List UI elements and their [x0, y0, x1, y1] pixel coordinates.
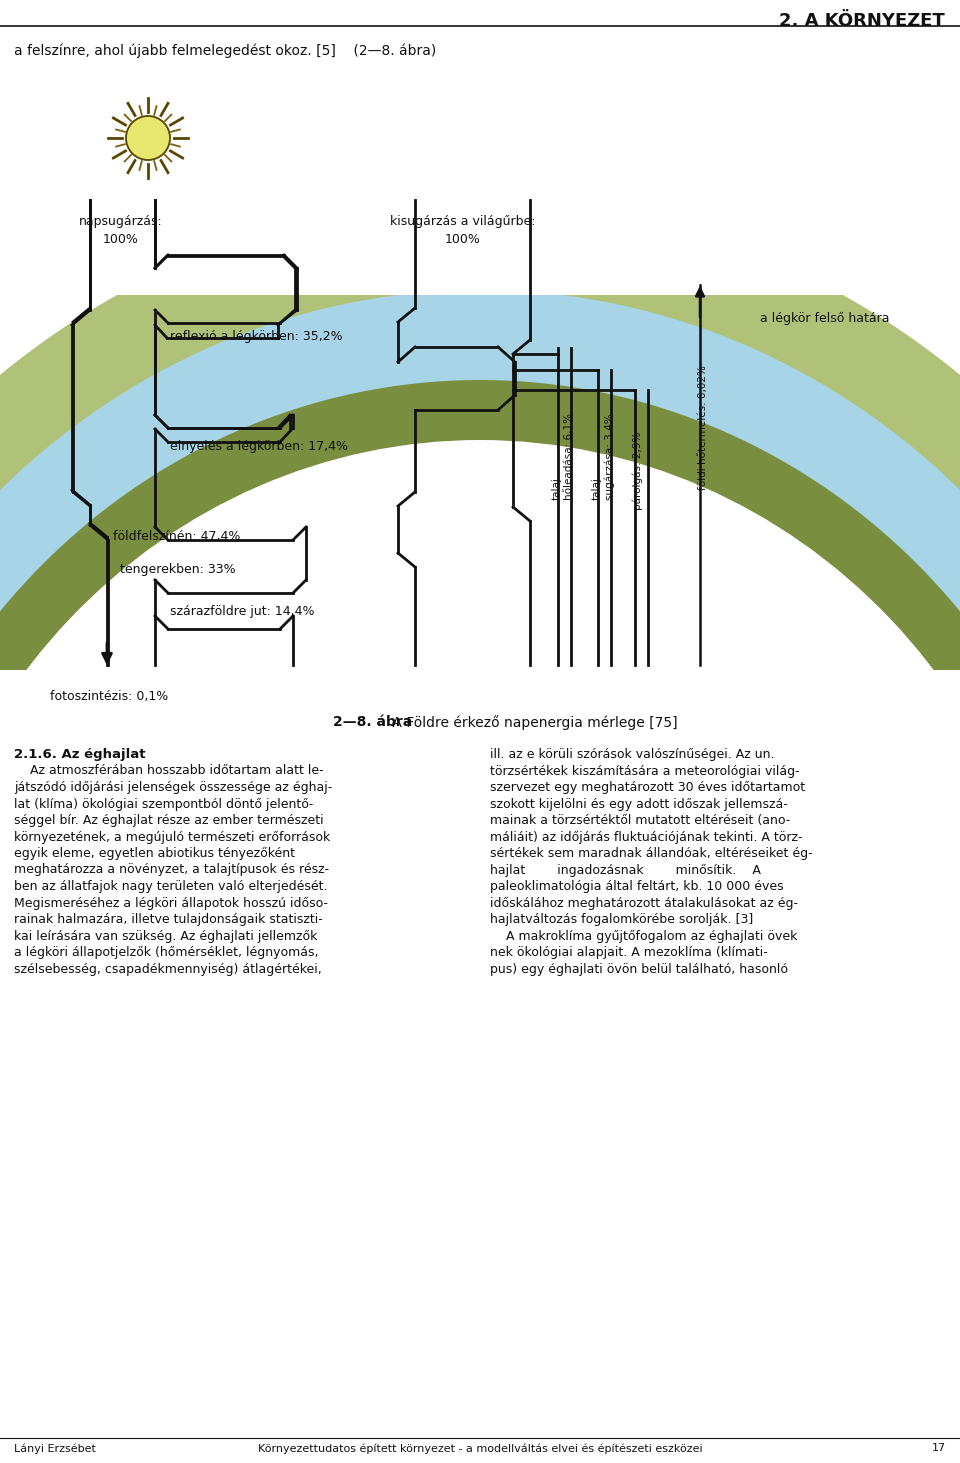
Text: párolgás: 2,9%: párolgás: 2,9% — [633, 432, 643, 511]
Ellipse shape — [0, 200, 960, 1463]
Text: a felszínre, ahol újabb felmelegedést okoz. [5]    (2—8. ábra): a felszínre, ahol újabb felmelegedést ok… — [14, 44, 436, 59]
Text: időskálához meghatározott átalakulásokat az ég-: időskálához meghatározott átalakulásokat… — [490, 897, 798, 910]
Text: napsugárzás:
100%: napsugárzás: 100% — [79, 215, 163, 246]
Text: környezetének, a megújuló természeti erőforrások: környezetének, a megújuló természeti erő… — [14, 831, 330, 844]
Text: szélsebesség, csapadékmennyiség) átlagértékei,: szélsebesség, csapadékmennyiség) átlagér… — [14, 963, 322, 976]
Text: fotoszintézis: 0,1%: fotoszintézis: 0,1% — [50, 691, 168, 704]
Text: ben az állatfajok nagy területen való elterjedését.: ben az állatfajok nagy területen való el… — [14, 881, 327, 892]
Text: földi hőtermelés: 0,02%: földi hőtermelés: 0,02% — [698, 366, 708, 490]
Text: szárazföldre jut: 14,4%: szárazföldre jut: 14,4% — [170, 606, 315, 617]
Text: játszódó időjárási jelenségek összessége az éghaj-: játszódó időjárási jelenségek összessége… — [14, 781, 332, 794]
Text: a légkör felső határa: a légkör felső határa — [760, 312, 890, 325]
Text: 2. A KÖRNYEZET: 2. A KÖRNYEZET — [780, 12, 945, 31]
Ellipse shape — [0, 440, 960, 1463]
Text: 2.1.6. Az éghajlat: 2.1.6. Az éghajlat — [14, 748, 146, 761]
Text: pus) egy éghajlati övön belül található, hasonló: pus) egy éghajlati övön belül található,… — [490, 963, 788, 976]
Text: Megismeréséhez a légköri állapotok hosszú időso-: Megismeréséhez a légköri állapotok hossz… — [14, 897, 328, 910]
Text: tengerekben: 33%: tengerekben: 33% — [120, 563, 235, 576]
Circle shape — [126, 116, 170, 159]
Text: máliáit) az időjárás fluktuációjának tekinti. A törz-: máliáit) az időjárás fluktuációjának tek… — [490, 831, 803, 844]
Text: Környezettudatos épített környezet - a modellváltás elvei és építészeti eszközei: Környezettudatos épített környezet - a m… — [257, 1443, 703, 1454]
Text: lat (klíma) ökológiai szempontból döntő jelentő-: lat (klíma) ökológiai szempontból döntő … — [14, 797, 313, 811]
Ellipse shape — [0, 380, 960, 1463]
Text: Lányi Erzsébet: Lányi Erzsébet — [14, 1443, 96, 1454]
Text: sértékek sem maradnak állandóak, eltéréseiket ég-: sértékek sem maradnak állandóak, eltérés… — [490, 847, 812, 860]
Text: kai leírására van szükség. Az éghajlati jellemzők: kai leírására van szükség. Az éghajlati … — [14, 929, 318, 942]
Text: Az atmoszférában hosszabb időtartam alatt le-: Az atmoszférában hosszabb időtartam alat… — [14, 765, 324, 777]
Text: A makroklíma gyűjtőfogalom az éghajlati övek: A makroklíma gyűjtőfogalom az éghajlati … — [490, 929, 798, 942]
Text: séggel bír. Az éghajlat része az ember természeti: séggel bír. Az éghajlat része az ember t… — [14, 813, 324, 827]
Text: hajlat        ingadozásnak        minősítik.    A: hajlat ingadozásnak minősítik. A — [490, 863, 761, 876]
Ellipse shape — [0, 290, 960, 1463]
Bar — [0, 670, 960, 1463]
Text: A Földre érkező napenergia mérlege [75]: A Földre érkező napenergia mérlege [75] — [388, 715, 678, 730]
Text: talaj
hőleadása: 6,1%: talaj hőleadása: 6,1% — [552, 413, 574, 500]
Text: talaj
sugárzása: 3,4%: talaj sugárzása: 3,4% — [591, 414, 614, 500]
Bar — [0, 0, 960, 296]
Text: 17: 17 — [932, 1443, 946, 1453]
Text: rainak halmazára, illetve tulajdonságaik statiszti-: rainak halmazára, illetve tulajdonságaik… — [14, 913, 323, 926]
Text: földfelszínén: 47,4%: földfelszínén: 47,4% — [113, 530, 240, 543]
Text: 2—8. ábra: 2—8. ábra — [333, 715, 412, 729]
Text: szervezet egy meghatározott 30 éves időtartamot: szervezet egy meghatározott 30 éves időt… — [490, 781, 805, 794]
Text: szokott kijelölni és egy adott időszak jellemszá-: szokott kijelölni és egy adott időszak j… — [490, 797, 788, 811]
Text: paleoklimatológia által feltárt, kb. 10 000 éves: paleoklimatológia által feltárt, kb. 10 … — [490, 881, 783, 892]
Text: a légköri állapotjelzők (hőmérséklet, légnyomás,: a légköri állapotjelzők (hőmérséklet, lé… — [14, 947, 319, 960]
Text: meghatározza a növényzet, a talajtípusok és rész-: meghatározza a növényzet, a talajtípusok… — [14, 863, 329, 876]
Text: törzsértékek kiszámítására a meteorológiai világ-: törzsértékek kiszámítására a meteorológi… — [490, 765, 800, 777]
Text: reflexió a légkörben: 35,2%: reflexió a légkörben: 35,2% — [170, 331, 343, 342]
Text: ill. az e körüli szórások valószínűségei. Az un.: ill. az e körüli szórások valószínűségei… — [490, 748, 775, 761]
Text: nek ökológiai alapjait. A mezoklíma (klímati-: nek ökológiai alapjait. A mezoklíma (klí… — [490, 947, 768, 960]
Text: hajlatváltozás fogalomkörébe sorolják. [3]: hajlatváltozás fogalomkörébe sorolják. [… — [490, 913, 754, 926]
Text: egyik eleme, egyetlen abiotikus tényezőként: egyik eleme, egyetlen abiotikus tényezők… — [14, 847, 295, 860]
Text: elnyelés a légkörben: 17,4%: elnyelés a légkörben: 17,4% — [170, 440, 348, 454]
Text: mainak a törzsértéktől mutatott eltéréseit (ano-: mainak a törzsértéktől mutatott eltérése… — [490, 813, 790, 827]
Text: kisugárzás a világűrbe:
100%: kisugárzás a világűrbe: 100% — [391, 215, 536, 246]
